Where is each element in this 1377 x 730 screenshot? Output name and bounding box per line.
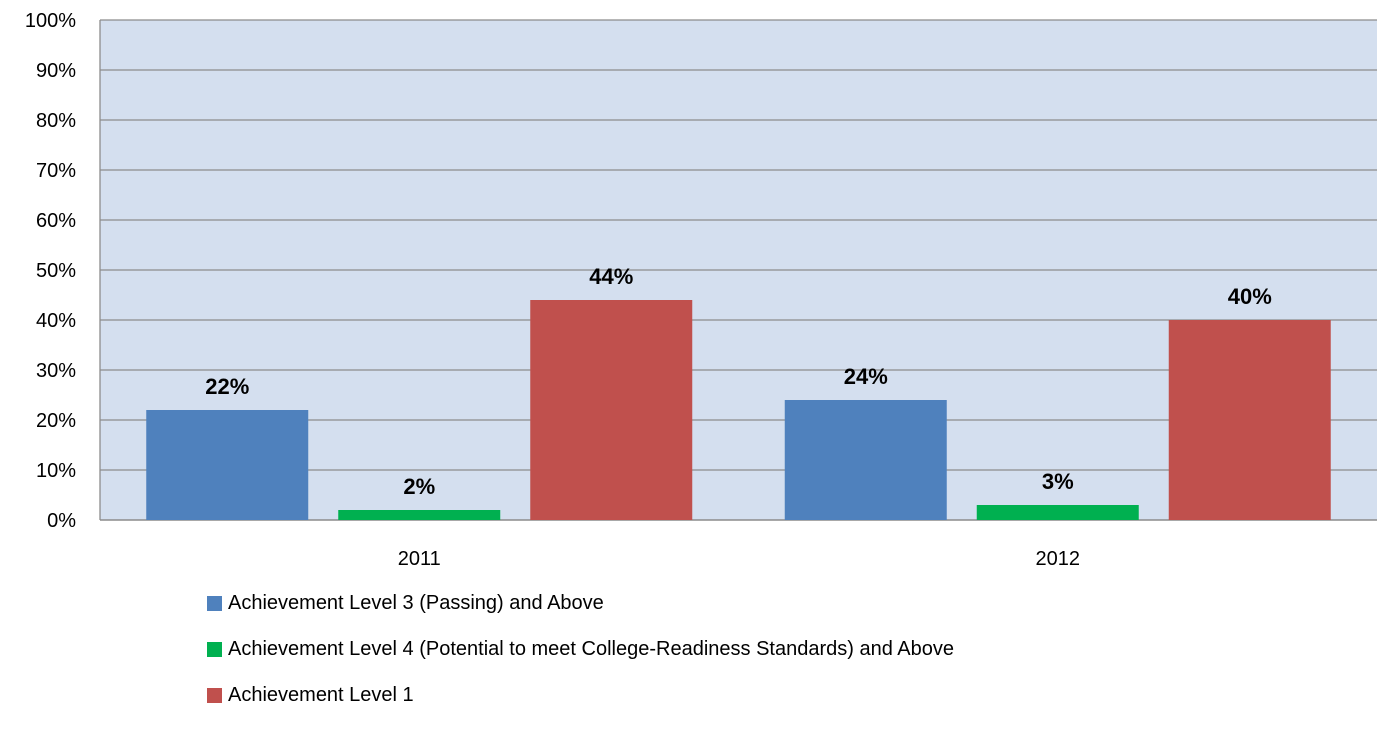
bar	[146, 410, 309, 520]
data-label: 40%	[1228, 284, 1272, 309]
chart-canvas: 0% 10% 20% 30% 40% 50% 60% 70% 80% 90% 100% 22% 2% 44…	[25, 10, 1377, 570]
bar	[338, 510, 501, 520]
legend-item-level-4: Achievement Level 4 (Potential to meet C…	[207, 638, 954, 660]
legend-swatch-level-4	[207, 641, 222, 657]
y-tick-label: 100%	[25, 10, 76, 32]
legend-label-level-3: Achievement Level 3 (Passing) and Above	[228, 591, 604, 614]
y-tick-label: 30%	[36, 360, 76, 382]
y-tick-label: 0%	[47, 510, 76, 532]
legend-label-level-4: Achievement Level 4 (Potential to meet C…	[228, 637, 954, 660]
bar	[976, 505, 1139, 520]
x-tick-label: 2011	[398, 548, 441, 570]
y-tick-label: 10%	[36, 460, 76, 482]
data-label: 2%	[403, 474, 435, 499]
y-tick-label: 80%	[36, 110, 76, 132]
bar	[1168, 320, 1331, 520]
y-tick-label: 50%	[36, 260, 76, 282]
legend-label-level-1: Achievement Level 1	[228, 683, 414, 706]
legend-swatch-level-3	[207, 595, 222, 611]
y-tick-label: 60%	[36, 210, 76, 232]
x-tick-label: 2012	[1036, 548, 1081, 570]
legend-item-level-3: Achievement Level 3 (Passing) and Above	[207, 592, 954, 614]
chart: 0% 10% 20% 30% 40% 50% 60% 70% 80% 90% 100% 22% 2% 44…	[25, 10, 1377, 706]
bar	[784, 400, 947, 520]
data-label: 3%	[1042, 469, 1074, 494]
legend-swatch-level-1	[207, 687, 222, 703]
data-label: 22%	[205, 374, 249, 399]
y-tick-label: 20%	[36, 410, 76, 432]
y-tick-label: 70%	[36, 160, 76, 182]
y-tick-label: 90%	[36, 60, 76, 82]
legend: Achievement Level 3 (Passing) and Above …	[207, 592, 954, 730]
data-label: 44%	[589, 264, 633, 289]
y-tick-label: 40%	[36, 310, 76, 332]
legend-item-level-1: Achievement Level 1	[207, 684, 954, 706]
data-label: 24%	[844, 364, 888, 389]
bar	[530, 300, 693, 520]
